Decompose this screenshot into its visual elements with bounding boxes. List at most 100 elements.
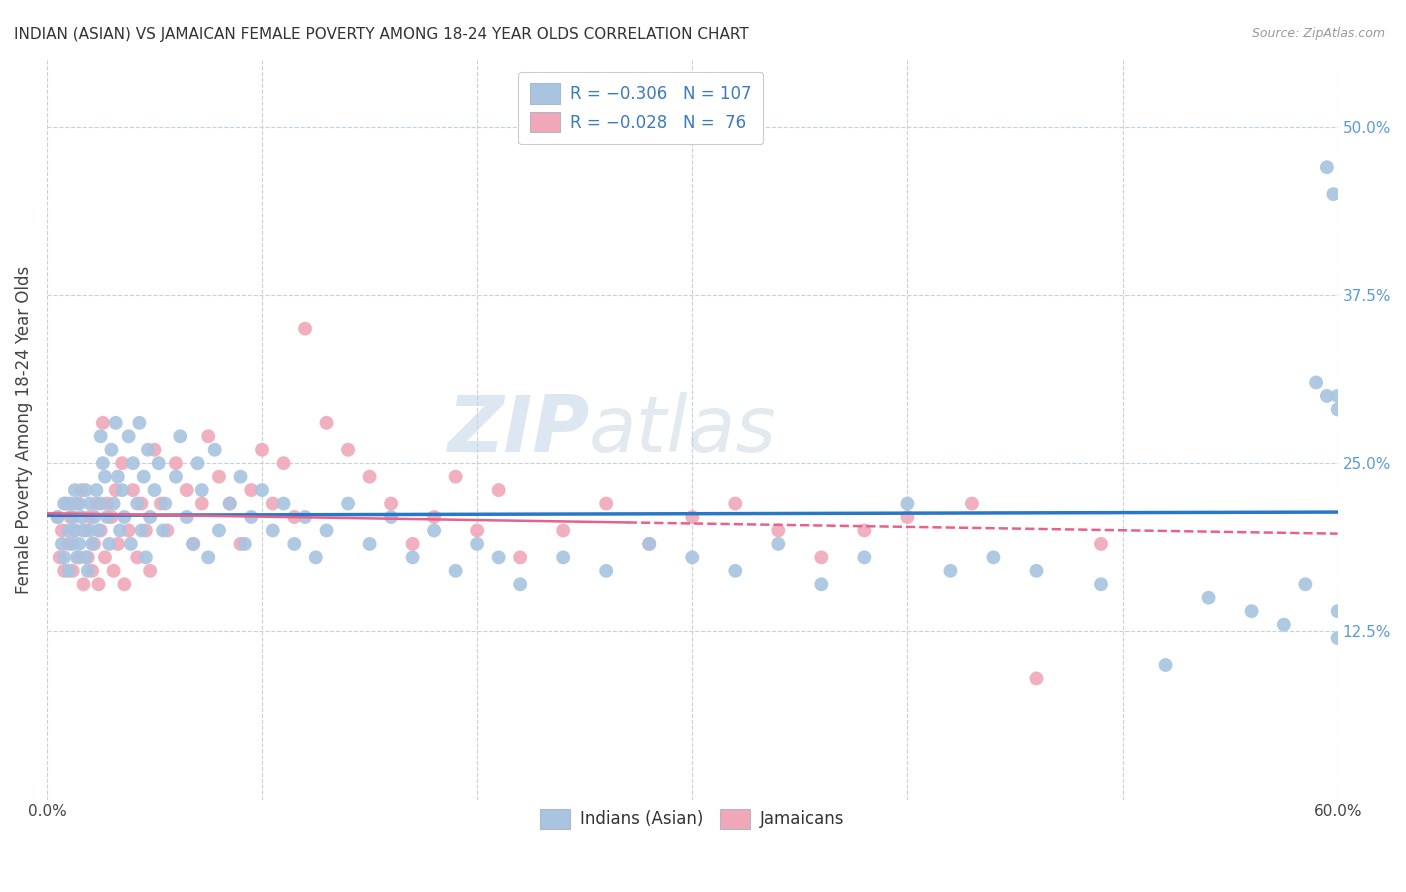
Point <box>204 442 226 457</box>
Point <box>131 497 153 511</box>
Point <box>181 537 204 551</box>
Point <box>1294 577 1316 591</box>
Point <box>143 483 166 497</box>
Point <box>120 537 142 551</box>
Point <box>208 524 231 538</box>
Y-axis label: Female Poverty Among 18-24 Year Olds: Female Poverty Among 18-24 Year Olds <box>15 266 32 594</box>
Point <box>100 510 122 524</box>
Point <box>96 497 118 511</box>
Point <box>337 442 360 457</box>
Point <box>240 483 263 497</box>
Point <box>233 537 256 551</box>
Point <box>1326 389 1348 403</box>
Point <box>191 497 214 511</box>
Point <box>681 510 703 524</box>
Point <box>117 524 139 538</box>
Point <box>380 510 402 524</box>
Point <box>181 537 204 551</box>
Point <box>197 429 219 443</box>
Point <box>423 510 446 524</box>
Point <box>91 416 114 430</box>
Point <box>380 497 402 511</box>
Point <box>1326 604 1348 618</box>
Point <box>80 564 103 578</box>
Point <box>62 564 84 578</box>
Point <box>1090 577 1112 591</box>
Point <box>62 537 84 551</box>
Point <box>810 577 832 591</box>
Point <box>1090 537 1112 551</box>
Point <box>283 510 305 524</box>
Point <box>46 510 69 524</box>
Point <box>315 524 337 538</box>
Point <box>127 550 149 565</box>
Point <box>72 524 94 538</box>
Point <box>76 564 98 578</box>
Point <box>155 497 177 511</box>
Point <box>283 537 305 551</box>
Point <box>1326 631 1348 645</box>
Point <box>90 429 112 443</box>
Point <box>176 510 198 524</box>
Point <box>87 524 110 538</box>
Text: Source: ZipAtlas.com: Source: ZipAtlas.com <box>1251 27 1385 40</box>
Point <box>465 537 488 551</box>
Point <box>423 524 446 538</box>
Point <box>240 510 263 524</box>
Point <box>401 537 423 551</box>
Point <box>66 550 89 565</box>
Point <box>51 537 73 551</box>
Point <box>75 550 97 565</box>
Point <box>80 537 103 551</box>
Point <box>107 537 129 551</box>
Point <box>638 537 661 551</box>
Point <box>444 564 467 578</box>
Point <box>107 469 129 483</box>
Point <box>128 416 150 430</box>
Point <box>79 497 101 511</box>
Point <box>768 537 790 551</box>
Point <box>148 456 170 470</box>
Point <box>90 497 112 511</box>
Point <box>638 537 661 551</box>
Point <box>465 524 488 538</box>
Point <box>63 524 86 538</box>
Point <box>94 550 117 565</box>
Point <box>91 456 114 470</box>
Point <box>810 550 832 565</box>
Point <box>337 497 360 511</box>
Text: atlas: atlas <box>589 392 778 467</box>
Point <box>112 577 135 591</box>
Point <box>59 497 82 511</box>
Point <box>86 483 108 497</box>
Point <box>229 469 252 483</box>
Point <box>122 483 145 497</box>
Point <box>117 429 139 443</box>
Point <box>53 564 76 578</box>
Point <box>595 497 617 511</box>
Point <box>165 469 187 483</box>
Point <box>169 429 191 443</box>
Point <box>896 497 918 511</box>
Point <box>62 510 84 524</box>
Point <box>112 510 135 524</box>
Point <box>111 456 134 470</box>
Point <box>1305 376 1327 390</box>
Point <box>143 442 166 457</box>
Point <box>72 577 94 591</box>
Point <box>681 550 703 565</box>
Point <box>488 550 510 565</box>
Point <box>218 497 240 511</box>
Point <box>135 524 157 538</box>
Point <box>127 497 149 511</box>
Point <box>149 497 172 511</box>
Point <box>229 537 252 551</box>
Point <box>595 564 617 578</box>
Point <box>79 524 101 538</box>
Point <box>186 456 208 470</box>
Point <box>139 564 162 578</box>
Point <box>51 524 73 538</box>
Point <box>262 497 284 511</box>
Point <box>152 524 174 538</box>
Point <box>176 483 198 497</box>
